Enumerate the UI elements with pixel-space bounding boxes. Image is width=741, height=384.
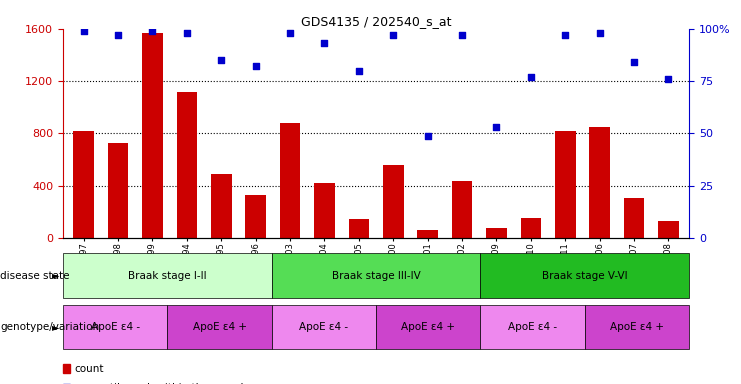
Text: ApoE ε4 -: ApoE ε4 - xyxy=(90,322,140,333)
Point xyxy=(319,40,330,46)
Bar xyxy=(383,166,404,238)
Point xyxy=(112,32,124,38)
Text: Braak stage V-VI: Braak stage V-VI xyxy=(542,270,628,281)
Bar xyxy=(452,180,472,238)
Bar xyxy=(486,228,507,238)
Point xyxy=(353,68,365,74)
Point xyxy=(284,30,296,36)
Point xyxy=(628,59,640,65)
Text: Braak stage III-IV: Braak stage III-IV xyxy=(332,270,420,281)
Bar xyxy=(520,218,541,238)
Point xyxy=(491,124,502,130)
Bar xyxy=(624,197,645,238)
Point xyxy=(147,28,159,34)
Bar xyxy=(142,33,163,238)
Point xyxy=(422,132,433,139)
Point xyxy=(216,57,227,63)
Text: ApoE ε4 +: ApoE ε4 + xyxy=(610,322,664,333)
Title: GDS4135 / 202540_s_at: GDS4135 / 202540_s_at xyxy=(301,15,451,28)
Text: count: count xyxy=(74,364,104,374)
Point xyxy=(388,32,399,38)
Point xyxy=(250,63,262,70)
Point xyxy=(662,76,674,82)
Text: genotype/variation: genotype/variation xyxy=(0,322,99,333)
Point xyxy=(181,30,193,36)
Text: ►: ► xyxy=(52,322,59,333)
Bar xyxy=(245,195,266,238)
Bar xyxy=(107,142,128,238)
Text: percentile rank within the sample: percentile rank within the sample xyxy=(74,383,250,384)
Bar xyxy=(279,123,300,238)
Bar xyxy=(176,91,197,238)
Point xyxy=(525,74,536,80)
Bar xyxy=(314,183,335,238)
Text: Braak stage I-II: Braak stage I-II xyxy=(128,270,207,281)
Point xyxy=(456,32,468,38)
Bar xyxy=(417,230,438,238)
Bar xyxy=(658,221,679,238)
Text: ApoE ε4 +: ApoE ε4 + xyxy=(193,322,247,333)
Bar xyxy=(348,219,369,238)
Point xyxy=(78,28,90,34)
Point xyxy=(559,32,571,38)
Text: ApoE ε4 -: ApoE ε4 - xyxy=(299,322,348,333)
Text: ApoE ε4 -: ApoE ε4 - xyxy=(508,322,557,333)
Bar xyxy=(555,131,576,238)
Bar xyxy=(589,127,610,238)
Bar xyxy=(211,174,231,238)
Text: ApoE ε4 +: ApoE ε4 + xyxy=(401,322,455,333)
Bar xyxy=(73,131,94,238)
Text: ►: ► xyxy=(52,270,59,281)
Text: disease state: disease state xyxy=(0,270,70,281)
Point xyxy=(594,30,605,36)
